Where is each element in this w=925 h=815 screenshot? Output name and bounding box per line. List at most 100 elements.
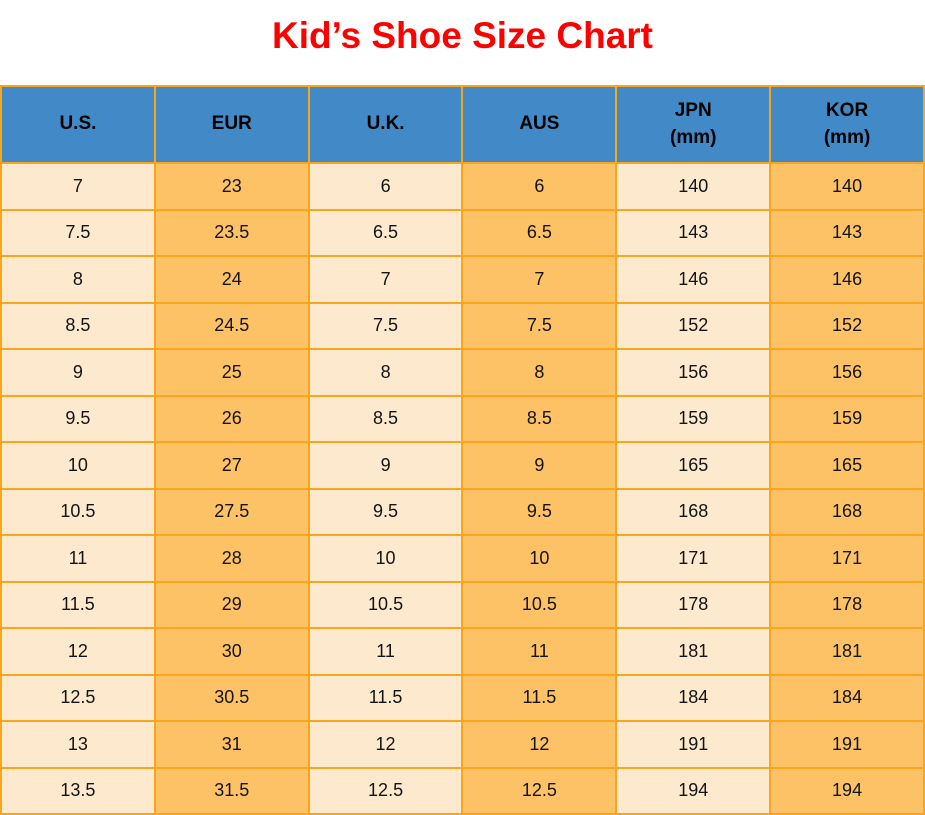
table-row: 9 25 8 8 156 156 xyxy=(0,348,925,397)
table-cell: 10.5 xyxy=(0,487,156,536)
table-cell: 28 xyxy=(153,534,310,583)
table-cell: 9.5 xyxy=(307,487,464,536)
table-cell: 8 xyxy=(461,348,618,397)
table-cell: 31 xyxy=(153,720,310,769)
table-cell: 10.5 xyxy=(461,580,618,629)
table-cell: 168 xyxy=(615,487,772,536)
table-cell: 24 xyxy=(153,255,310,304)
page-title: Kid’s Shoe Size Chart xyxy=(271,15,654,56)
table-cell: 8.5 xyxy=(461,394,618,443)
table-row: 8 24 7 7 146 146 xyxy=(0,255,925,304)
column-header-uk-label: U.K. xyxy=(366,113,405,135)
table-row: 7.5 23.5 6.5 6.5 143 143 xyxy=(0,208,925,257)
table-cell: 156 xyxy=(615,348,772,397)
table-cell: 29 xyxy=(153,580,310,629)
table-cell: 24.5 xyxy=(153,301,310,350)
table-cell: 6.5 xyxy=(307,208,464,257)
column-header-aus-label: AUS xyxy=(519,113,560,135)
table-cell: 11.5 xyxy=(307,673,464,722)
table-cell: 11 xyxy=(307,627,464,676)
header-row: U.S. EUR U.K. AUS JPN (mm) KOR (mm) xyxy=(0,85,925,164)
table-cell: 23.5 xyxy=(153,208,310,257)
table-cell: 27.5 xyxy=(153,487,310,536)
table-cell: 159 xyxy=(769,394,925,443)
table-cell: 7 xyxy=(307,255,464,304)
table-cell: 12.5 xyxy=(307,766,464,815)
table-cell: 7 xyxy=(0,162,156,211)
table-cell: 171 xyxy=(769,534,925,583)
table-cell: 10 xyxy=(0,441,156,490)
table-cell: 30.5 xyxy=(153,673,310,722)
table-cell: 178 xyxy=(769,580,925,629)
column-header-us: U.S. xyxy=(0,85,156,164)
table-cell: 31.5 xyxy=(153,766,310,815)
table-cell: 7.5 xyxy=(307,301,464,350)
table-cell: 12.5 xyxy=(461,766,618,815)
table-row: 11.5 29 10.5 10.5 178 178 xyxy=(0,580,925,629)
table-cell: 12 xyxy=(307,720,464,769)
table-cell: 191 xyxy=(615,720,772,769)
table-cell: 11.5 xyxy=(461,673,618,722)
table-cell: 23 xyxy=(153,162,310,211)
table-cell: 178 xyxy=(615,580,772,629)
table-cell: 7.5 xyxy=(0,208,156,257)
table-row: 11 28 10 10 171 171 xyxy=(0,534,925,583)
table-cell: 12.5 xyxy=(0,673,156,722)
table-cell: 10.5 xyxy=(307,580,464,629)
table-cell: 8 xyxy=(307,348,464,397)
table-cell: 8.5 xyxy=(0,301,156,350)
table-row: 10.5 27.5 9.5 9.5 168 168 xyxy=(0,487,925,536)
table-cell: 8 xyxy=(0,255,156,304)
table-cell: 30 xyxy=(153,627,310,676)
table-cell: 13.5 xyxy=(0,766,156,815)
table-cell: 146 xyxy=(769,255,925,304)
column-header-kor: KOR (mm) xyxy=(769,85,925,164)
table-cell: 6.5 xyxy=(461,208,618,257)
column-header-jpn-label: JPN xyxy=(674,99,712,121)
table-header: U.S. EUR U.K. AUS JPN (mm) KOR (mm) xyxy=(0,85,925,164)
table-cell: 12 xyxy=(0,627,156,676)
table-row: 8.5 24.5 7.5 7.5 152 152 xyxy=(0,301,925,350)
table-cell: 181 xyxy=(615,627,772,676)
table-cell: 191 xyxy=(769,720,925,769)
table-cell: 6 xyxy=(461,162,618,211)
column-header-jpn-unit: (mm) xyxy=(670,126,717,148)
table-cell: 11 xyxy=(461,627,618,676)
table-cell: 9 xyxy=(307,441,464,490)
table-cell: 9 xyxy=(461,441,618,490)
table-cell: 13 xyxy=(0,720,156,769)
table-cell: 156 xyxy=(769,348,925,397)
table-row: 13 31 12 12 191 191 xyxy=(0,720,925,769)
table-cell: 25 xyxy=(153,348,310,397)
table-cell: 143 xyxy=(769,208,925,257)
table-cell: 6 xyxy=(307,162,464,211)
table-body: 7 23 6 6 140 140 7.5 23.5 6.5 6.5 143 143 8 24 7 7 146 14… xyxy=(0,162,925,815)
table-cell: 26 xyxy=(153,394,310,443)
table-cell: 143 xyxy=(615,208,772,257)
table-cell: 159 xyxy=(615,394,772,443)
table-cell: 11 xyxy=(0,534,156,583)
column-header-kor-unit: (mm) xyxy=(823,126,871,148)
table-cell: 11.5 xyxy=(0,580,156,629)
table-cell: 9 xyxy=(0,348,156,397)
table-cell: 152 xyxy=(615,301,772,350)
column-header-kor-label: KOR xyxy=(825,99,869,121)
table-cell: 8.5 xyxy=(307,394,464,443)
column-header-us-label: U.S. xyxy=(59,113,97,135)
table-cell: 10 xyxy=(461,534,618,583)
column-header-uk: U.K. xyxy=(307,85,464,164)
table-cell: 140 xyxy=(615,162,772,211)
table-row: 12.5 30.5 11.5 11.5 184 184 xyxy=(0,673,925,722)
table-row: 10 27 9 9 165 165 xyxy=(0,441,925,490)
table-cell: 7 xyxy=(461,255,618,304)
column-header-jpn: JPN (mm) xyxy=(615,85,772,164)
table-cell: 181 xyxy=(769,627,925,676)
table-cell: 12 xyxy=(461,720,618,769)
table-row: 12 30 11 11 181 181 xyxy=(0,627,925,676)
table-cell: 9.5 xyxy=(0,394,156,443)
table-cell: 184 xyxy=(615,673,772,722)
table-row: 13.5 31.5 12.5 12.5 194 194 xyxy=(0,766,925,815)
table-cell: 165 xyxy=(615,441,772,490)
table-cell: 168 xyxy=(769,487,925,536)
